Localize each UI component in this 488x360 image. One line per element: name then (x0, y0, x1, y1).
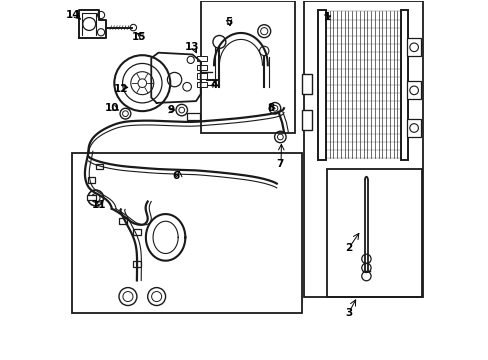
Text: 10: 10 (104, 103, 119, 113)
Bar (133, 261, 141, 267)
Text: 15: 15 (131, 32, 145, 41)
Text: 12: 12 (113, 84, 128, 94)
Text: 3: 3 (344, 308, 351, 318)
Bar (96, 163, 102, 169)
Text: 14: 14 (66, 10, 80, 20)
Bar (133, 229, 141, 234)
Bar (87, 195, 96, 201)
Text: 7: 7 (276, 159, 284, 169)
Bar (187, 113, 199, 120)
Bar (406, 81, 421, 99)
Text: 8: 8 (267, 103, 274, 113)
Text: 5: 5 (224, 17, 231, 27)
Bar (301, 110, 311, 130)
Bar (406, 39, 421, 56)
Bar (317, 10, 325, 160)
Bar (406, 119, 421, 137)
Text: 11: 11 (92, 200, 106, 210)
Bar (197, 82, 207, 87)
Text: 13: 13 (185, 42, 199, 52)
Text: 9: 9 (167, 105, 174, 115)
Text: 4: 4 (210, 80, 217, 90)
Bar (88, 177, 95, 183)
Text: 1: 1 (323, 12, 330, 22)
Bar (119, 219, 126, 224)
Bar (197, 55, 207, 60)
Bar (197, 73, 207, 78)
Bar (197, 64, 207, 69)
Bar (301, 74, 311, 94)
Text: 6: 6 (172, 171, 180, 181)
Bar (400, 10, 407, 160)
Text: 2: 2 (344, 243, 351, 253)
